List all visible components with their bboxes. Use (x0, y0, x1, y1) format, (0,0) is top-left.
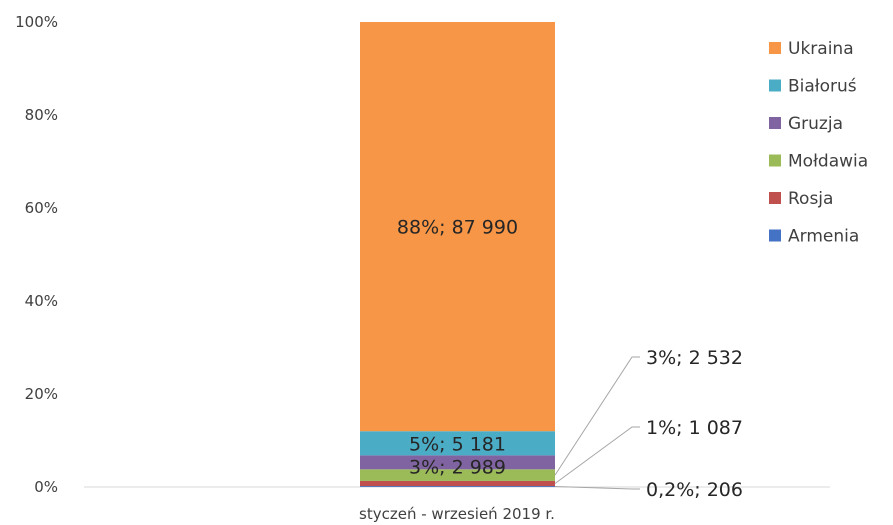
data-label-rosja: 1%; 1 087 (646, 417, 743, 439)
bar-segment-rosja (360, 480, 555, 487)
data-label-armenia: 0,2%; 206 (646, 479, 743, 501)
legend-label-gruzja: Gruzja (788, 114, 843, 134)
data-label-mołdawia: 3%; 2 532 (646, 347, 743, 369)
category-label: styczeń - wrzesień 2019 r. (359, 505, 555, 523)
legend-label-rosja: Rosja (788, 189, 833, 209)
legend-swatch-rosja (769, 192, 781, 204)
leader-lines (554, 356, 640, 490)
y-tick-label: 80% (25, 106, 58, 124)
bar-segment-białoruś (360, 431, 555, 456)
y-tick-label: 0% (34, 478, 58, 496)
bar-stack (360, 22, 555, 487)
bar-segment-gruzja (360, 455, 555, 470)
y-tick-label: 20% (25, 385, 58, 403)
y-axis: 0% 20% 40% 60% 80% 100% (15, 13, 58, 496)
bar-segment-armenia (360, 486, 555, 487)
legend-label-mołdawia: Mołdawia (788, 152, 868, 172)
legend-label-białoruś: Białoruś (788, 77, 857, 97)
y-tick-label: 100% (15, 13, 58, 31)
legend-swatch-gruzja (769, 117, 781, 129)
data-label-białoruś: 5%; 5 181 (409, 433, 506, 455)
data-label-ukraina: 88%; 87 990 (397, 217, 518, 239)
y-tick-label: 60% (25, 199, 58, 217)
legend-label-ukraina: Ukraina (788, 39, 854, 59)
leader-line-mołdawia (554, 356, 640, 476)
legend-swatch-mołdawia (769, 154, 781, 167)
legend: Ukraina Białoruś Gruzja Mołdawia Rosja Armeni… (769, 39, 868, 247)
legend-swatch-armenia (769, 229, 781, 242)
legend-swatch-ukraina (769, 42, 781, 54)
bar-segment-mołdawia (360, 469, 555, 481)
bar-segment-ukraina (360, 22, 555, 432)
y-tick-label: 40% (25, 292, 58, 310)
data-label-gruzja: 3%; 2 989 (409, 456, 506, 478)
legend-label-armenia: Armenia (788, 227, 859, 247)
leader-line-armenia (554, 486, 640, 490)
legend-swatch-białoruś (769, 79, 781, 92)
leader-line-rosja (554, 426, 640, 484)
